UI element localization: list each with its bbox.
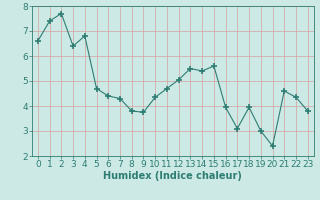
X-axis label: Humidex (Indice chaleur): Humidex (Indice chaleur) (103, 171, 242, 181)
